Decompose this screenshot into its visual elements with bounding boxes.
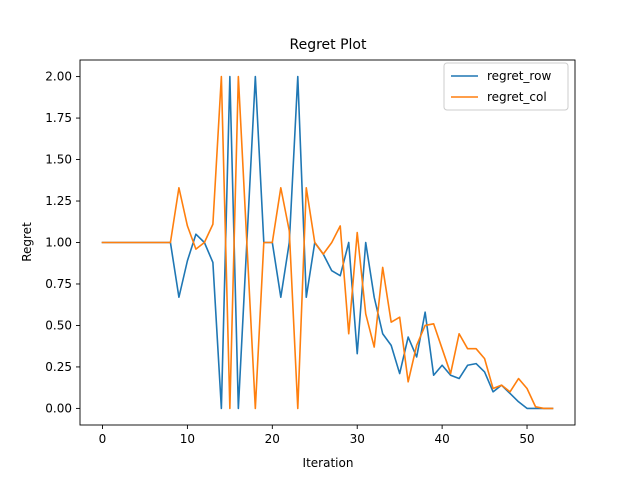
legend-label-regret_row: regret_row: [487, 69, 551, 83]
legend: regret_row regret_col: [443, 62, 569, 111]
x-axis-label: Iteration: [303, 456, 354, 470]
y-tick-label: 1.00: [45, 236, 72, 250]
y-tick-label: 1.50: [45, 153, 72, 167]
y-axis-label: Regret: [20, 222, 34, 262]
y-tick-label: 0.00: [45, 401, 72, 415]
x-tick-label: 40: [434, 432, 449, 446]
y-tick-label: 1.75: [45, 111, 72, 125]
chart-title: Regret Plot: [290, 37, 367, 53]
series-line-regret_col: [101, 75, 554, 410]
legend-box: [443, 62, 569, 111]
x-tick-label: 0: [99, 432, 107, 446]
series-line-regret_row: [101, 75, 554, 410]
x-tick-label: 50: [519, 432, 534, 446]
y-tick-label: 1.25: [45, 194, 72, 208]
y-tick-label: 0.25: [45, 360, 72, 374]
y-tick-label: 0.75: [45, 277, 72, 291]
legend-label-regret_col: regret_col: [487, 90, 547, 104]
axes: 0 10 20 30 40 50 0.00 0.25 0.50 0.75 1.00 1.25 1.50 1…: [45, 59, 576, 446]
x-tick-label: 10: [180, 432, 195, 446]
x-tick-label: 20: [265, 432, 280, 446]
y-tick-label: 0.50: [45, 318, 72, 332]
x-tick-label: 30: [350, 432, 365, 446]
plot-area: [101, 75, 554, 410]
y-tick-label: 2.00: [45, 70, 72, 84]
